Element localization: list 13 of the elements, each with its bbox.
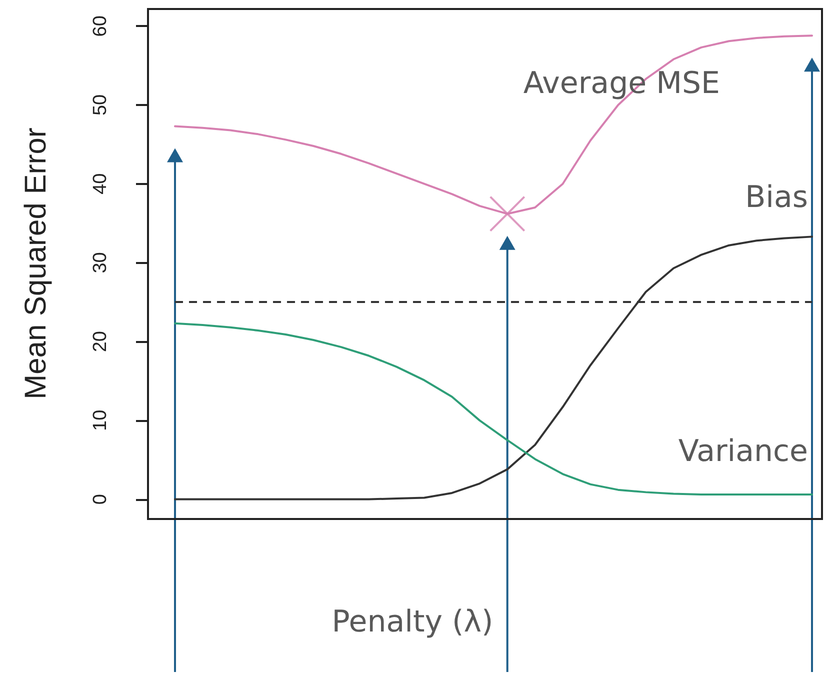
y-tick-label: 10 <box>90 410 111 431</box>
series-label: Bias <box>745 180 808 216</box>
y-tick-label: 0 <box>90 494 111 505</box>
y-axis-title: Mean Squared Error <box>20 128 52 400</box>
y-tick-label: 50 <box>90 94 111 116</box>
line-series <box>174 322 813 496</box>
x-axis-title: Penalty (λ) <box>332 604 494 640</box>
y-tick-label: 40 <box>90 173 111 194</box>
line-series <box>174 236 813 500</box>
y-tick-label: 60 <box>90 16 111 37</box>
y-tick-label: 20 <box>90 331 111 352</box>
y-tick-label: 30 <box>90 252 111 274</box>
series-label: Variance <box>678 434 808 470</box>
